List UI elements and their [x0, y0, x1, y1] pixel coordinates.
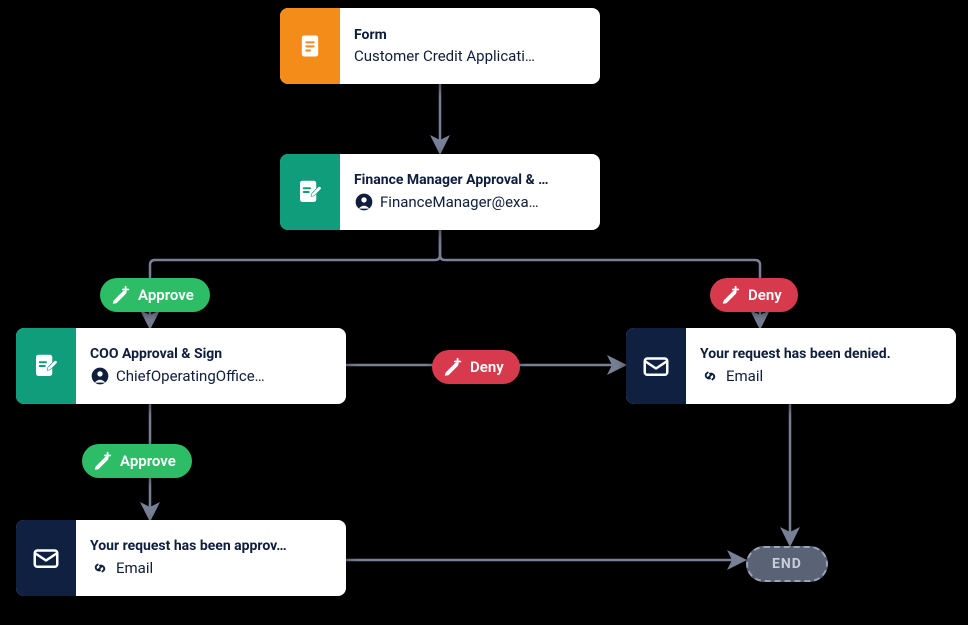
decision-pill-approve[interactable]: Approve — [100, 278, 210, 312]
signature-plus-icon — [442, 356, 464, 378]
node-title: Your request has been approv… — [90, 538, 330, 554]
link-icon — [90, 558, 110, 578]
node-title: Form — [354, 27, 584, 43]
link-icon — [700, 366, 720, 386]
workflow-node-denied-email[interactable]: Your request has been denied. Email — [626, 328, 956, 404]
pill-label: Deny — [748, 286, 782, 304]
workflow-end-node: END — [746, 546, 828, 582]
node-title: Your request has been denied. — [700, 346, 940, 362]
pill-label: Deny — [470, 358, 504, 376]
signature-icon — [16, 328, 76, 404]
signature-plus-icon — [110, 284, 132, 306]
person-icon — [90, 366, 110, 386]
signature-icon — [280, 154, 340, 230]
node-subtitle: FinanceManager@exa… — [354, 192, 584, 212]
signature-plus-icon — [92, 450, 114, 472]
decision-pill-deny[interactable]: Deny — [432, 350, 520, 384]
envelope-icon — [16, 520, 76, 596]
workflow-node-approved-email[interactable]: Your request has been approv… Email — [16, 520, 346, 596]
node-title: Finance Manager Approval & … — [354, 172, 584, 188]
pill-label: Approve — [138, 286, 194, 304]
decision-pill-approve[interactable]: Approve — [82, 444, 192, 478]
signature-plus-icon — [720, 284, 742, 306]
workflow-node-coo[interactable]: COO Approval & Sign ChiefOperatingOffice… — [16, 328, 346, 404]
envelope-icon — [626, 328, 686, 404]
node-title: COO Approval & Sign — [90, 346, 330, 362]
connector-edge — [440, 230, 760, 325]
workflow-node-finance-manager[interactable]: Finance Manager Approval & … FinanceMana… — [280, 154, 600, 230]
workflow-node-form[interactable]: Form Customer Credit Applicati… — [280, 8, 600, 84]
pill-label: Approve — [120, 452, 176, 470]
decision-pill-deny[interactable]: Deny — [710, 278, 798, 312]
node-subtitle: Customer Credit Applicati… — [354, 47, 584, 65]
node-subtitle: Email — [90, 558, 330, 578]
node-subtitle: Email — [700, 366, 940, 386]
form-icon — [280, 8, 340, 84]
person-icon — [354, 192, 374, 212]
node-subtitle: ChiefOperatingOffice… — [90, 366, 330, 386]
